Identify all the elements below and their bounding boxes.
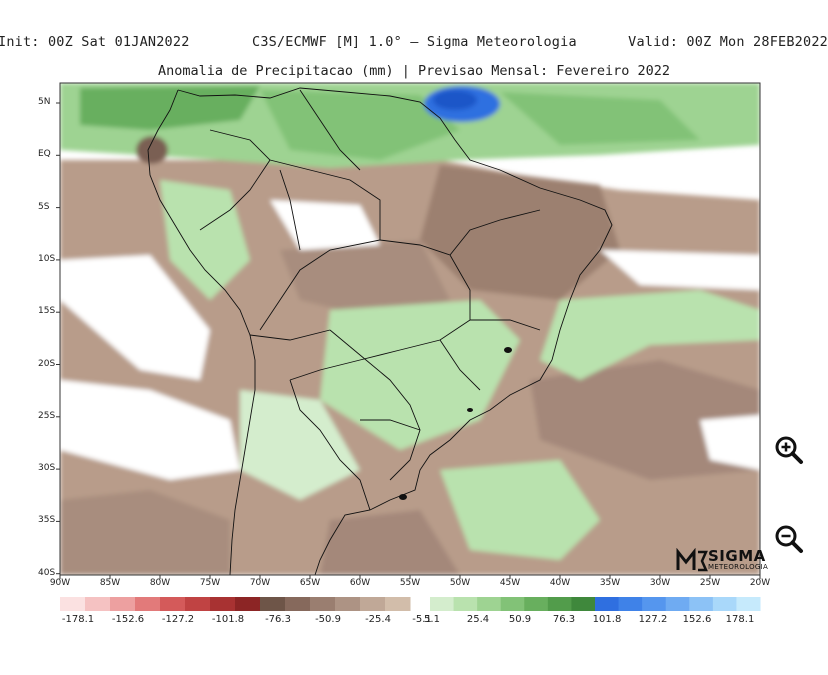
lat-tick-label: 35S <box>38 515 56 526</box>
colorbar-swatch <box>60 597 86 611</box>
colorbar-negative <box>60 597 411 611</box>
colorbar-label: 127.2 <box>638 614 668 625</box>
sigma-logo: SIGMA METEOROLOGIA <box>676 548 768 572</box>
zoom-in-button[interactable] <box>774 435 804 465</box>
lon-tick-marks <box>59 575 761 579</box>
colorbar-swatch <box>335 597 361 611</box>
zoom-out-button[interactable] <box>774 524 804 554</box>
lon-tick-label: 35W <box>599 578 621 588</box>
lon-tick-label: 60W <box>349 578 371 588</box>
colorbar-swatch <box>185 597 211 611</box>
model-name: C3S/ECMWF [M] 1.0° – Sigma Meteorologia <box>252 34 577 50</box>
lat-tick-label: 25S <box>38 410 56 421</box>
lon-tick-label: 45W <box>499 578 521 588</box>
colorbar-label: -50.9 <box>315 614 341 625</box>
colorbar-swatch <box>385 597 411 611</box>
lat-tick-label: 5S <box>38 201 50 212</box>
lat-tick-label: 15S <box>38 306 56 317</box>
colorbar-swatch <box>500 597 525 611</box>
colorbar-swatch <box>235 597 261 611</box>
colorbar-label: -101.8 <box>211 614 245 625</box>
lon-tick-label: 70W <box>249 578 271 588</box>
colorbar-swatch <box>285 597 311 611</box>
lon-tick-label: 85W <box>99 578 121 588</box>
lat-tick-label: 20S <box>38 358 56 369</box>
colorbar-label: -76.3 <box>265 614 291 625</box>
lon-tick-label: 80W <box>149 578 171 588</box>
colorbar-label: -178.1 <box>61 614 95 625</box>
colorbar-swatch <box>453 597 478 611</box>
colorbar-swatch <box>85 597 111 611</box>
colorbar-swatch <box>360 597 386 611</box>
sigma-logo-icon <box>676 548 708 572</box>
colorbar-positive <box>430 597 761 611</box>
colorbar-label: -25.4 <box>365 614 391 625</box>
colorbar-label: 178.1 <box>725 614 755 625</box>
colorbar-swatch <box>689 597 714 611</box>
colorbar-swatch <box>712 597 737 611</box>
colorbar-label: 5.1 <box>424 614 440 625</box>
anomaly-field <box>60 83 760 575</box>
lon-tick-label: 65W <box>299 578 321 588</box>
colorbar-label: -152.6 <box>111 614 145 625</box>
lon-tick-label: 40W <box>549 578 571 588</box>
colorbar-swatch <box>571 597 596 611</box>
lon-tick-label: 90W <box>49 578 71 588</box>
lon-tick-label: 75W <box>199 578 221 588</box>
colorbar-swatch <box>618 597 643 611</box>
logo-name: SIGMA <box>708 547 766 565</box>
colorbar-swatch <box>736 597 761 611</box>
colorbar-swatch <box>260 597 286 611</box>
colorbar-label: 25.4 <box>466 614 490 625</box>
colorbar-label: -127.2 <box>161 614 195 625</box>
colorbar-swatch <box>310 597 336 611</box>
colorbar-swatch <box>160 597 186 611</box>
lat-tick-marks <box>56 102 60 575</box>
lon-tick-label: 50W <box>449 578 471 588</box>
lat-tick-label: EQ <box>38 149 51 160</box>
colorbar-swatch <box>477 597 502 611</box>
valid-time: Valid: 00Z Mon 28FEB2022 <box>628 34 828 50</box>
colorbar-swatch <box>135 597 161 611</box>
colorbar-label: 76.3 <box>552 614 576 625</box>
lakes <box>399 347 512 500</box>
lon-tick-label: 30W <box>649 578 671 588</box>
colorbar-swatch <box>110 597 136 611</box>
lat-tick-label: 10S <box>38 253 56 264</box>
colorbar-swatch <box>595 597 620 611</box>
lon-tick-label: 25W <box>699 578 721 588</box>
logo-sub: METEOROLOGIA <box>708 563 769 571</box>
colorbar-swatch <box>524 597 549 611</box>
init-time: Init: 00Z Sat 01JAN2022 <box>0 34 190 50</box>
lon-tick-label: 20W <box>749 578 771 588</box>
zoom-out-icon <box>775 525 803 553</box>
colorbar-swatch <box>547 597 572 611</box>
lat-tick-label: 5N <box>38 97 51 107</box>
country-borders <box>147 87 613 575</box>
colorbar-swatch <box>430 597 455 611</box>
colorbar-swatch <box>642 597 667 611</box>
colorbar-label: -5.1 <box>412 614 432 625</box>
colorbar-label: 152.6 <box>682 614 712 625</box>
colorbar-swatch <box>210 597 236 611</box>
lat-tick-label: 40S <box>38 567 56 578</box>
lat-tick-label: 30S <box>38 463 56 474</box>
lon-tick-label: 55W <box>399 578 421 588</box>
map-title: Anomalia de Precipitacao (mm) | Previsao… <box>157 63 671 79</box>
colorbar-label: 101.8 <box>592 614 622 625</box>
colorbar-label: 50.9 <box>508 614 532 625</box>
colorbar-swatch <box>665 597 690 611</box>
zoom-in-icon <box>775 436 803 464</box>
